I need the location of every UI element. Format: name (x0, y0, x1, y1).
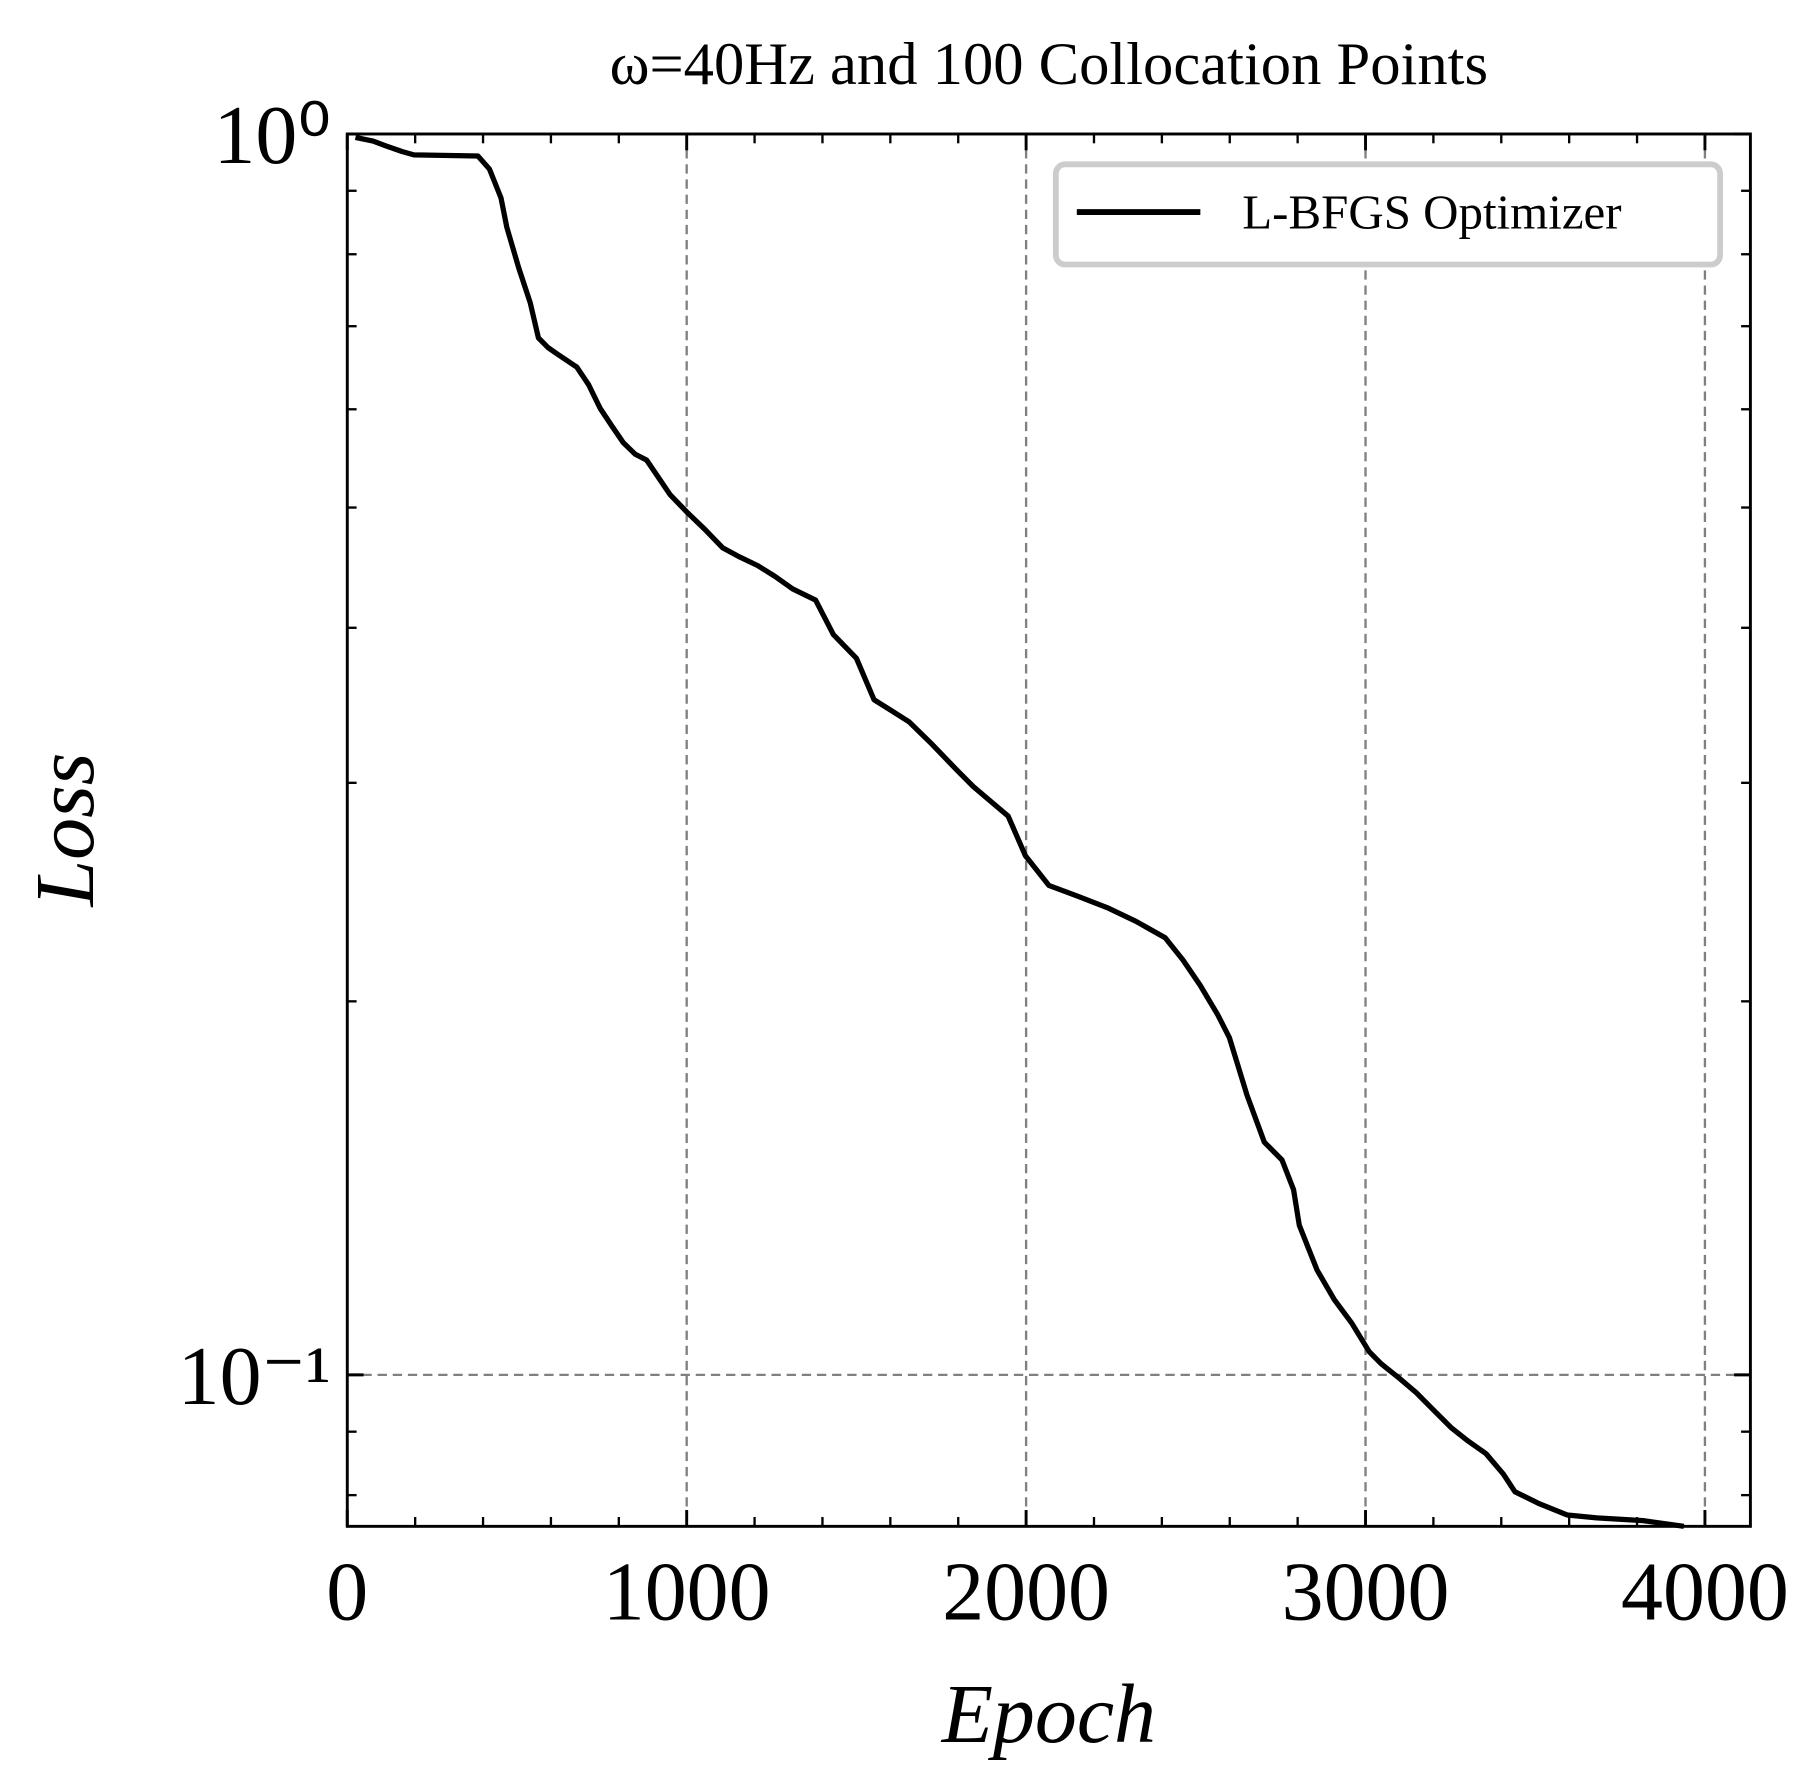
x-tick-label: 0 (326, 1546, 368, 1639)
plot-frame (345, 132, 1752, 1528)
loss-line (354, 134, 1685, 1529)
x-axis-label: Epoch (941, 1668, 1156, 1761)
x-tick-label: 1000 (603, 1546, 771, 1639)
x-tick-label: 4000 (1621, 1546, 1789, 1639)
x-tick-label: 2000 (942, 1546, 1110, 1639)
chart-title: ω=40Hz and 100 Collocation Points (610, 31, 1488, 98)
y-axis-label: Loss (19, 753, 112, 908)
y-tick-label: 10⁻¹ (178, 1330, 331, 1423)
y-tick-label: 10⁰ (213, 89, 331, 182)
x-tick-label: 3000 (1282, 1546, 1450, 1639)
legend-label: L-BFGS Optimizer (1242, 184, 1621, 239)
legend-box (1052, 161, 1724, 268)
